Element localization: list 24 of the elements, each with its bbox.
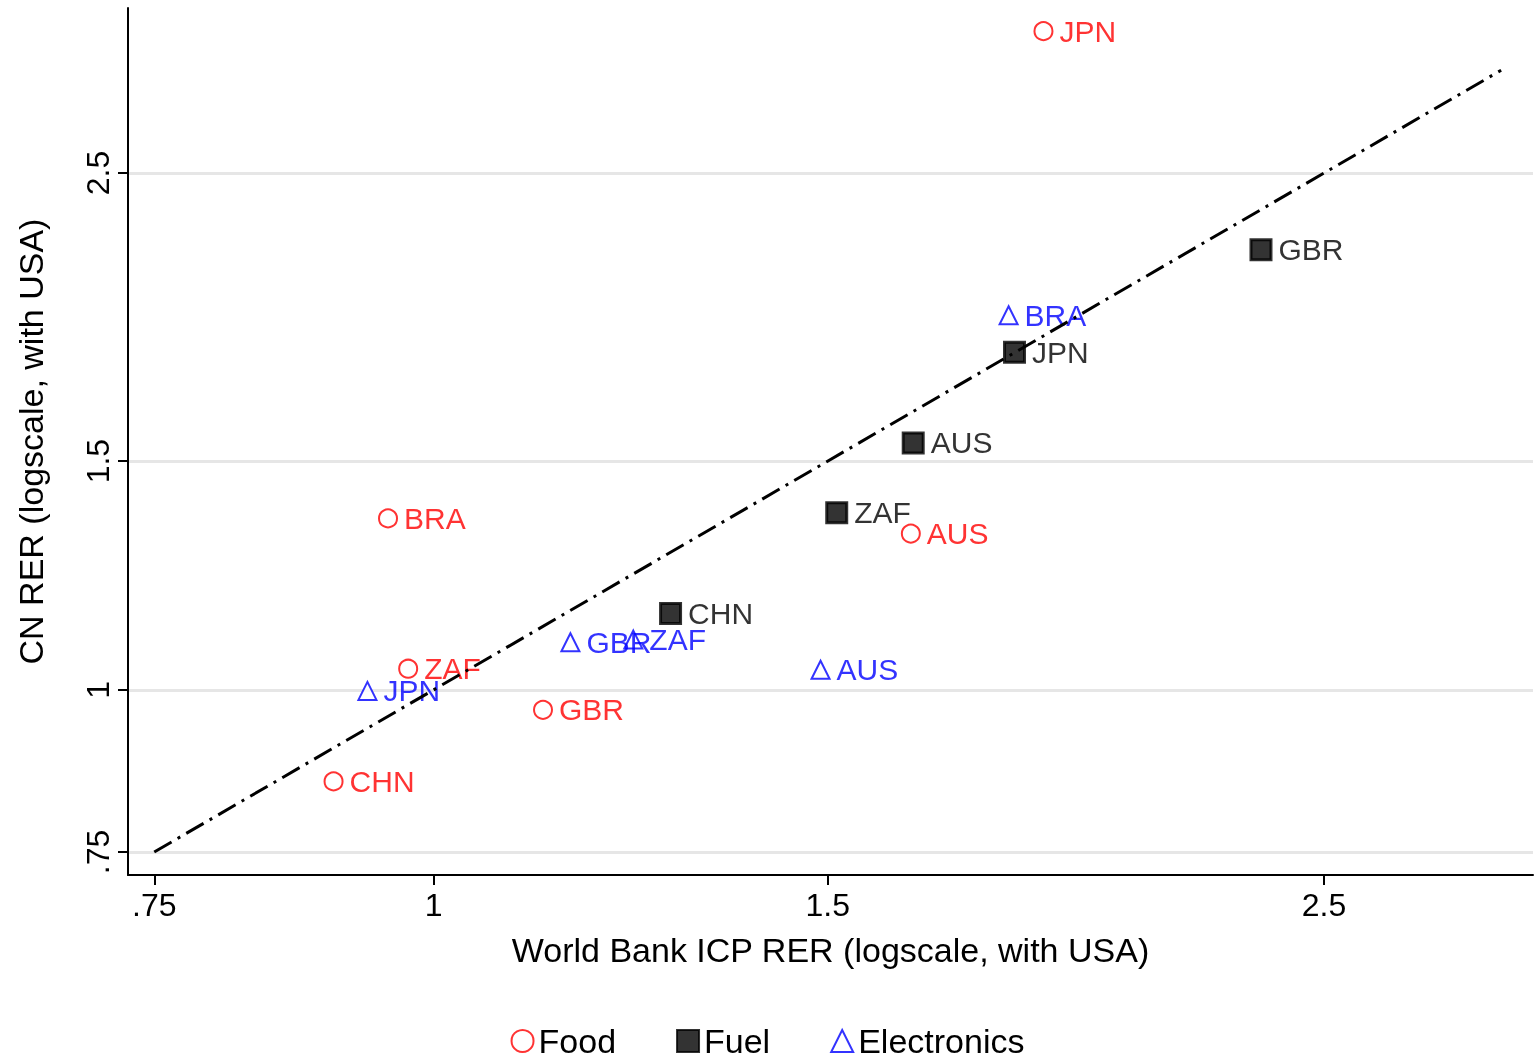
legend-label: Electronics <box>858 1022 1025 1060</box>
y-axis-title: CN RER (logscale, with USA) <box>12 218 50 665</box>
y-tick-label: .75 <box>80 829 116 875</box>
data-label: GBR <box>559 693 625 727</box>
data-label: BRA <box>404 501 466 535</box>
data-label: GBR <box>1278 233 1344 267</box>
data-label: JPN <box>1032 335 1089 369</box>
x-tick-label: 1 <box>424 887 443 923</box>
x-axis-title: World Bank ICP RER (logscale, with USA) <box>511 931 1150 969</box>
data-label: AUS <box>926 517 989 551</box>
data-label: CHN <box>349 764 415 798</box>
data-label: BRA <box>1024 298 1087 332</box>
legend-label: Fuel <box>704 1022 771 1060</box>
data-label: AUS <box>930 426 993 460</box>
x-tick-label: .75 <box>132 887 177 923</box>
legend-label: Food <box>538 1022 617 1060</box>
x-tick-label: 2.5 <box>1301 887 1347 923</box>
y-tick-label: 1 <box>80 680 116 699</box>
data-label: AUS <box>836 653 899 687</box>
x-tick-label: 1.5 <box>805 887 850 923</box>
y-tick-label: 2.5 <box>80 150 116 196</box>
data-label: JPN <box>1059 14 1117 48</box>
data-label: ZAF <box>854 496 911 530</box>
y-tick-label: 1.5 <box>80 438 116 484</box>
